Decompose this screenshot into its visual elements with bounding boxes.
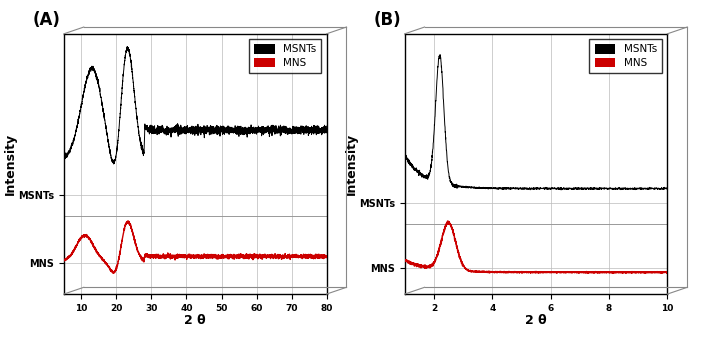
X-axis label: 2 θ: 2 θ [185,314,206,327]
Y-axis label: Intensity: Intensity [344,133,357,195]
Legend: MSNTs, MNS: MSNTs, MNS [248,39,322,73]
Legend: MSNTs, MNS: MSNTs, MNS [589,39,662,73]
Y-axis label: Intensity: Intensity [4,133,16,195]
X-axis label: 2 θ: 2 θ [525,314,547,327]
Text: (B): (B) [373,10,401,29]
Text: (A): (A) [33,10,60,29]
